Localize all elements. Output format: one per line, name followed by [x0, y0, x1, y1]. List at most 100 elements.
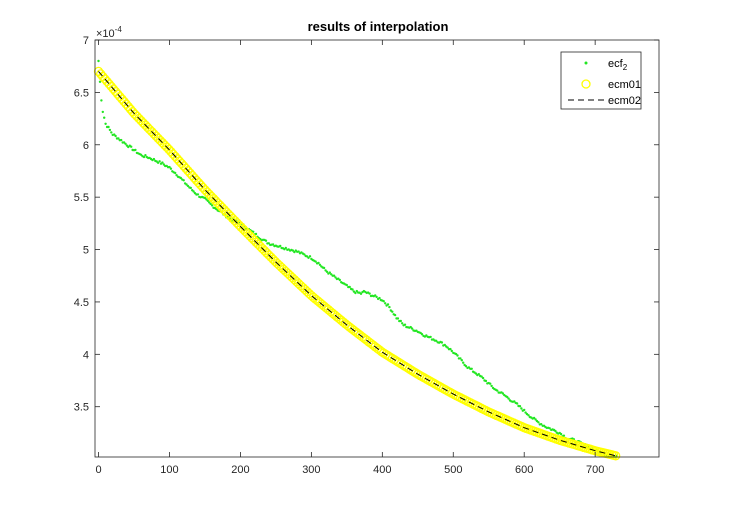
ecf2-point: [332, 274, 336, 277]
ecf2-point: [120, 138, 123, 142]
ecf2-point: [537, 421, 540, 424]
ecf2-point: [117, 137, 120, 140]
ecf2-point: [279, 244, 282, 248]
ecf2-point: [325, 270, 329, 273]
ecf2-point: [513, 400, 516, 403]
ecf2-point: [317, 261, 320, 265]
series-ecm01: [93, 66, 621, 461]
ecf2-point: [186, 184, 190, 188]
ecf2-point: [489, 382, 492, 385]
legend: ecf2 ecm01 ecm02: [560, 51, 642, 110]
ecf2-point: [456, 354, 459, 357]
ecf2-point: [161, 161, 164, 164]
ecf2-point: [480, 375, 483, 378]
ecf2-point: [429, 335, 432, 339]
ecf2-point: [355, 289, 358, 293]
ecf2-point: [388, 305, 391, 309]
ecm01-point: [611, 451, 621, 461]
ecf2-point: [351, 288, 354, 291]
legend-label-ecm02: ecm02: [608, 95, 641, 107]
ecf2-point: [359, 292, 363, 295]
ecf2-point: [470, 367, 473, 370]
ecf2-point: [506, 395, 509, 399]
y-tick-label: 4: [83, 349, 89, 361]
ecf2-point: [464, 365, 468, 368]
ecf2-point: [206, 199, 209, 202]
chart-title: results of interpolation: [308, 19, 449, 34]
ecf2-point: [330, 273, 333, 276]
ecf2-point: [208, 201, 211, 204]
ecf2-point: [134, 148, 137, 152]
ecf2-point: [334, 276, 337, 279]
ecf2-point: [124, 142, 127, 145]
ecf2-point: [460, 359, 463, 362]
x-tick-label: 400: [373, 464, 391, 476]
ecf2-point: [410, 327, 414, 330]
ecf2-point: [554, 429, 557, 433]
ecf2-point: [130, 145, 133, 148]
ecf2-point: [559, 432, 563, 436]
ecf2-point: [196, 193, 200, 196]
x-tick-label: 200: [231, 464, 249, 476]
ecf2-point: [174, 171, 177, 175]
ecf2-point: [103, 116, 106, 119]
legend-swatch-dot: [584, 61, 588, 65]
ecf2-point: [322, 266, 326, 270]
ecf2-point: [162, 163, 165, 166]
ecf2-point: [158, 160, 161, 163]
y-tick-label: 5: [83, 245, 89, 257]
ecf2-point: [532, 416, 536, 420]
ecf2-point: [345, 283, 348, 287]
ecf2-point: [375, 295, 378, 299]
x-tick-label: 500: [444, 464, 462, 476]
ecf2-point: [484, 379, 488, 383]
ecf2-point: [192, 190, 195, 193]
ecf2-point: [401, 322, 404, 325]
ecf2-point: [477, 373, 480, 376]
ecf2-point: [179, 176, 182, 180]
ecf2-point: [524, 411, 527, 414]
ecf2-point: [382, 300, 385, 303]
ecf2-point: [291, 249, 295, 252]
ecf2-point: [384, 302, 387, 305]
ecf2-point: [435, 339, 438, 342]
ecf2-point: [152, 157, 156, 161]
ecf2-point: [440, 341, 444, 344]
ecf2-point: [101, 110, 105, 114]
legend-entry-ecm01: ecm01: [581, 79, 641, 91]
ecf2-point: [142, 155, 146, 159]
ecf2-point: [104, 122, 107, 126]
ecf2-point: [328, 271, 331, 274]
ecf2-point: [210, 204, 214, 207]
ecf2-point: [354, 291, 357, 295]
ecf2-point: [518, 405, 522, 408]
ecf2-point: [169, 167, 173, 170]
ecf2-point: [110, 131, 113, 134]
ecf2-point: [374, 294, 377, 297]
ecf2-point: [540, 423, 543, 426]
ecf2-point: [443, 343, 446, 347]
axes-box: [94, 39, 660, 458]
ecf2-point: [144, 154, 147, 157]
ecf2-point: [100, 99, 103, 102]
ecf2-point: [534, 418, 537, 421]
legend-entry-ecf2: ecf2: [584, 58, 628, 72]
plot-area: [93, 59, 621, 461]
ecf2-point: [98, 80, 102, 84]
y-tick-label: 5.5: [74, 192, 89, 204]
ecf2-point: [450, 349, 453, 353]
ecf2-point: [481, 376, 485, 380]
ecf2-point: [523, 408, 526, 412]
ecf2-point: [562, 434, 566, 437]
ecf2-point: [449, 347, 452, 351]
ecf2-point: [391, 310, 394, 313]
ecf2-point: [396, 317, 400, 320]
x-tick-label: 100: [160, 464, 178, 476]
ecf2-point: [399, 319, 402, 323]
ecf2-point: [507, 397, 510, 400]
y-tick-label: 7: [83, 35, 89, 47]
ecf2-point: [420, 333, 424, 336]
ecf2-point: [114, 134, 117, 138]
legend-label-ecf2: ecf2: [608, 58, 628, 72]
ecf2-point: [108, 128, 112, 132]
